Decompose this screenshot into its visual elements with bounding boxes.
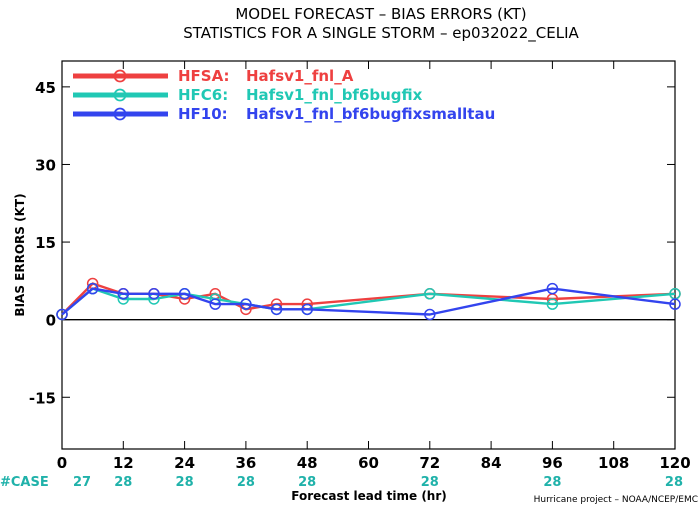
x-tick-label: 84 <box>481 454 502 472</box>
x-tick-label: 72 <box>419 454 440 472</box>
data-point <box>209 298 221 310</box>
series-group <box>56 277 681 321</box>
data-point <box>546 282 559 295</box>
x-axis: 0 12 24 36 48 60 72 84 96 108 120 <box>57 61 691 472</box>
legend-name: Hafsv1_fnl_A <box>246 67 354 85</box>
chart-title-line2: STATISTICS FOR A SINGLE STORM – ep032022… <box>183 24 579 43</box>
legend-item-0: HFSA: Hafsv1_fnl_A <box>73 67 354 85</box>
case-count: 28 <box>114 475 132 490</box>
x-tick-label: 0 <box>57 454 67 472</box>
data-point <box>148 288 160 300</box>
legend-code: HF10: <box>178 105 228 123</box>
case-count: 28 <box>298 475 316 490</box>
data-point <box>56 308 68 321</box>
legend-item-2: HF10: Hafsv1_fnl_bf6bugfixsmalltau <box>73 105 495 123</box>
case-count: 28 <box>176 475 194 490</box>
y-axis: -15 0 15 30 45 <box>29 79 675 407</box>
data-point <box>270 303 283 316</box>
x-tick-label: 60 <box>358 454 379 472</box>
case-count: 28 <box>237 475 255 490</box>
data-point <box>178 288 191 300</box>
data-point <box>424 308 436 321</box>
series-1 <box>56 282 681 321</box>
legend-name: Hafsv1_fnl_bf6bugfix <box>246 86 423 104</box>
legend-code: HFC6: <box>178 86 228 104</box>
y-tick-label: 15 <box>35 234 56 252</box>
legend-swatch-marker <box>113 107 127 121</box>
x-tick-label: 12 <box>113 454 134 472</box>
x-axis-label: Forecast lead time (hr) <box>291 489 447 503</box>
data-point <box>546 298 559 310</box>
case-count-label: #CASE <box>0 475 49 490</box>
y-axis-label: BIAS ERRORS (KT) <box>13 193 27 316</box>
data-point <box>117 288 130 300</box>
y-tick-label: -15 <box>29 389 56 407</box>
data-point <box>86 282 99 295</box>
case-counts: #CASE 27 28 28 28 28 28 28 28 <box>0 475 683 490</box>
x-tick-label: 120 <box>659 454 690 472</box>
y-tick-label: 30 <box>35 156 56 174</box>
data-point <box>424 288 436 300</box>
legend-item-1: HFC6: Hafsv1_fnl_bf6bugfix <box>73 86 423 104</box>
legend-swatch-marker <box>113 69 127 83</box>
legend-code: HFSA: <box>178 67 230 85</box>
x-tick-label: 36 <box>235 454 256 472</box>
case-count: 28 <box>665 475 683 490</box>
x-tick-label: 48 <box>297 454 318 472</box>
chart-title-line1: MODEL FORECAST – BIAS ERRORS (KT) <box>235 5 526 23</box>
x-tick-label: 96 <box>542 454 563 472</box>
y-tick-label: 45 <box>35 79 56 97</box>
credit-text: Hurricane project – NOAA/NCEP/EMC <box>534 495 698 505</box>
data-point <box>301 303 313 316</box>
case-count: 28 <box>543 475 561 490</box>
legend-name: Hafsv1_fnl_bf6bugfixsmalltau <box>246 105 495 123</box>
y-tick-label: 0 <box>46 312 56 330</box>
series-2 <box>56 282 681 321</box>
legend: HFSA: Hafsv1_fnl_A HFC6: Hafsv1_fnl_bf6bugf… <box>73 67 495 123</box>
data-point <box>240 298 252 310</box>
case-count: 27 <box>73 475 91 490</box>
x-tick-label: 108 <box>598 454 629 472</box>
x-tick-label: 24 <box>174 454 195 472</box>
legend-swatch-marker <box>113 88 127 102</box>
case-count: 28 <box>421 475 439 490</box>
data-point <box>669 298 681 310</box>
